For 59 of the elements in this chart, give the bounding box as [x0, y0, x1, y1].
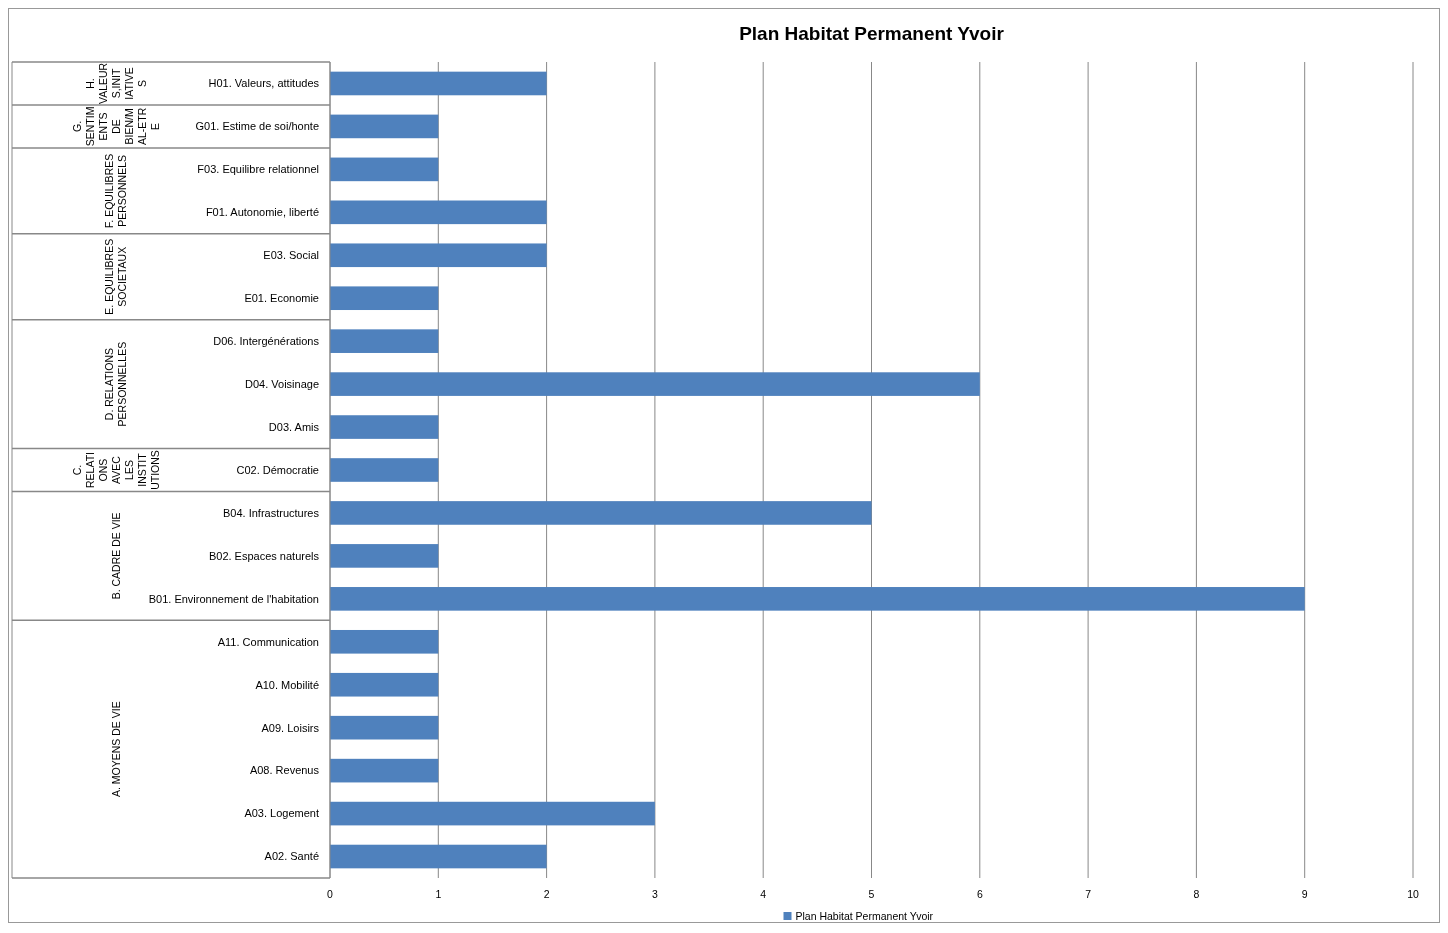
x-tick-label: 5	[868, 888, 875, 900]
text: G. SENTIMENTS DE BIEN/MAL-ETRE	[70, 106, 162, 147]
x-tick-label: 0	[327, 888, 334, 900]
bar	[330, 329, 439, 353]
y-tick-label: A03. Logement	[244, 807, 319, 820]
x-tick-label: 8	[1193, 888, 1200, 900]
text: B. CADRE DE VIE	[109, 512, 122, 600]
bar	[330, 286, 439, 311]
bar	[330, 501, 872, 525]
text: C. RELATIONS AVEC LES INSTITUTIONS	[70, 450, 162, 490]
x-tick-label: 7	[1085, 888, 1092, 900]
text: D. RELATIONS PERSONNELLES	[103, 341, 129, 427]
x-tick-label: 3	[651, 888, 658, 900]
y-tick-label: G01. Estime de soi/honte	[195, 120, 319, 133]
chart-title: Plan Habitat Permanent Yvoir	[739, 23, 1005, 44]
y-tick-label: D03. Amis	[268, 420, 320, 433]
bar	[330, 844, 547, 869]
y-tick-label: E01. Economie	[244, 292, 319, 305]
bar	[330, 243, 547, 268]
bar	[330, 672, 439, 697]
y-tick-label: A10. Mobilité	[255, 678, 319, 691]
y-tick-label: E03. Social	[263, 249, 319, 262]
bar	[330, 544, 439, 568]
bar	[330, 157, 439, 182]
y-tick-label: A02. Santé	[264, 850, 319, 863]
bar	[330, 200, 547, 225]
x-tick-label: 6	[976, 888, 983, 900]
y-tick-label: D04. Voisinage	[245, 377, 319, 390]
y-tick-label: A09. Loisirs	[261, 721, 320, 734]
y-tick-label: B02. Espaces naturels	[208, 549, 320, 562]
y-tick-label: H01. Valeurs, attitudes	[208, 77, 320, 90]
bar	[330, 372, 980, 396]
y-tick-label: B04. Infrastructures	[223, 506, 320, 519]
bar	[330, 458, 439, 482]
text: F. EQUILIBRES PERSONNELS	[103, 153, 129, 228]
text: A. MOYENS DE VIE	[109, 701, 122, 798]
bar	[330, 71, 547, 96]
legend-label: Plan Habitat Permanent Yvoir	[795, 910, 934, 922]
x-tick-label: 9	[1301, 888, 1308, 900]
text: E. EQUILIBRES SOCIETAUX	[103, 238, 129, 315]
bar	[330, 801, 655, 826]
x-tick-label: 4	[760, 888, 767, 900]
bar	[330, 587, 1305, 611]
y-tick-label: A11. Communication	[217, 635, 319, 648]
x-tick-label: 1	[435, 888, 442, 900]
bar	[330, 629, 439, 654]
x-tick-label: 10	[1407, 888, 1419, 900]
bar	[330, 415, 439, 439]
bar	[330, 758, 439, 783]
y-tick-label: A08. Revenus	[249, 764, 320, 777]
y-tick-label: F03. Equilibre relationnel	[197, 163, 319, 176]
x-tick-label: 2	[543, 888, 550, 900]
y-tick-label: F01. Autonomie, liberté	[205, 206, 319, 219]
text: H. VALEURS,INITIATIVES	[83, 62, 149, 105]
y-tick-label: B01. Environnement de l'habitation	[148, 592, 319, 605]
y-tick-label: C02. Démocratie	[236, 463, 319, 476]
y-tick-label: D06. Intergénérations	[213, 335, 320, 348]
bar	[330, 114, 439, 139]
bar	[330, 715, 439, 740]
